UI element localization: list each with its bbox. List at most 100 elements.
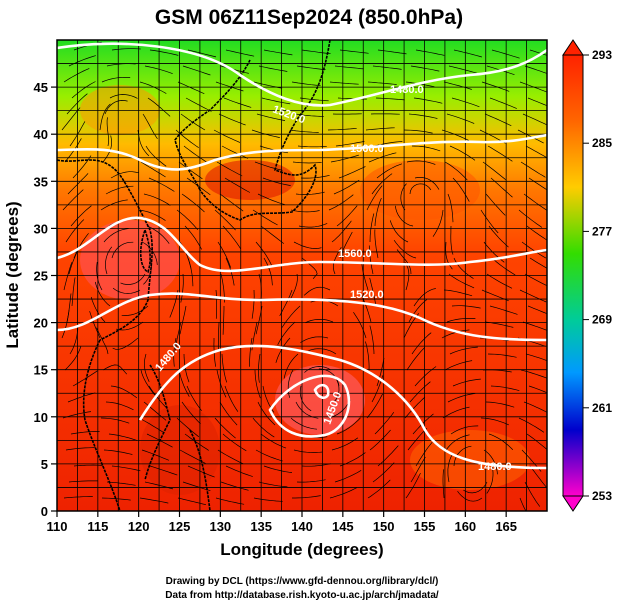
- streamline: [70, 205, 92, 227]
- streamline: [377, 445, 399, 467]
- streamline: [524, 273, 547, 287]
- streamline: [328, 194, 354, 211]
- streamline: [90, 296, 106, 323]
- streamline: [103, 449, 133, 455]
- streamline: [522, 321, 547, 331]
- streamline: [73, 464, 103, 467]
- streamline: [144, 353, 150, 382]
- streamline: [414, 366, 437, 387]
- streamline: [444, 161, 468, 181]
- streamline: [182, 65, 211, 76]
- streamline: [141, 449, 170, 461]
- streamline: [258, 481, 288, 488]
- streamline: [110, 171, 139, 179]
- streamline: [443, 289, 473, 297]
- streamline: [298, 223, 328, 228]
- streamline: [102, 364, 128, 375]
- streamline: [333, 375, 340, 403]
- streamline: [453, 445, 472, 467]
- streamline: [147, 97, 171, 117]
- streamline: [374, 411, 395, 435]
- streamline: [484, 113, 512, 127]
- streamline: [405, 472, 421, 499]
- streamline: [63, 68, 90, 83]
- x-tick-label: 160: [454, 519, 476, 534]
- streamline: [334, 65, 364, 70]
- streamline: [149, 465, 178, 476]
- streamline: [377, 49, 407, 55]
- streamline: [448, 273, 475, 289]
- x-tick-label: 115: [87, 519, 108, 534]
- streamline: [290, 417, 318, 430]
- streamline: [187, 465, 215, 478]
- streamline: [449, 346, 478, 355]
- streamline: [257, 401, 276, 426]
- streamline: [137, 129, 150, 157]
- streamline: [331, 437, 359, 451]
- streamline: [277, 321, 296, 345]
- streamline: [184, 225, 202, 250]
- streamline: [295, 191, 325, 195]
- streamline: [371, 173, 393, 195]
- streamline: [486, 273, 513, 289]
- y-axis: 0 5 10 15 20 25 30 35 40 45: [34, 80, 57, 519]
- streamline: [520, 369, 547, 379]
- streamline: [72, 155, 92, 179]
- y-tick-label: 25: [34, 269, 48, 284]
- streamline: [148, 177, 175, 192]
- streamline: [255, 449, 283, 462]
- streamline: [491, 49, 520, 59]
- streamline: [249, 337, 253, 367]
- streamline: [410, 456, 426, 483]
- streamline: [67, 392, 96, 403]
- streamline: [255, 305, 263, 335]
- streamline: [72, 370, 98, 387]
- streamline: [338, 166, 366, 179]
- streamline: [445, 434, 470, 451]
- coastlines: [57, 40, 331, 511]
- streamline: [101, 497, 131, 501]
- streamline: [219, 193, 244, 212]
- streamline: [104, 100, 128, 115]
- streamline: [522, 113, 547, 126]
- x-tick-label: 150: [373, 519, 395, 534]
- streamline: [336, 205, 358, 227]
- streamline: [529, 465, 547, 489]
- streamline: [225, 49, 255, 57]
- streamline: [463, 481, 488, 494]
- streamline: [524, 65, 547, 74]
- streamline: [329, 487, 357, 499]
- colorbar-tick-label: 293: [592, 48, 612, 62]
- streamline: [183, 145, 208, 163]
- streamline: [292, 161, 322, 164]
- streamline: [178, 369, 190, 397]
- streamline: [406, 160, 436, 165]
- credit-data: Data from http://database.rish.kyoto-u.a…: [165, 590, 439, 601]
- streamline: [214, 417, 236, 439]
- streamline: [224, 385, 239, 412]
- streamline: [452, 378, 481, 387]
- streamline: [486, 465, 494, 494]
- streamline: [449, 145, 476, 161]
- streamline: [109, 94, 138, 99]
- streamline: [409, 381, 431, 403]
- streamline: [221, 353, 228, 383]
- x-axis: 110 115 120 125 130 135 140 145 150 155 160 165: [47, 511, 517, 534]
- streamline: [111, 465, 141, 472]
- streamline: [299, 97, 329, 102]
- streamline: [414, 177, 440, 190]
- streamline: [68, 480, 98, 483]
- streamline: [480, 417, 509, 426]
- streamline: [100, 199, 128, 211]
- streamline: [408, 113, 438, 119]
- streamline: [482, 369, 512, 373]
- y-tick-label: 10: [34, 410, 48, 425]
- y-tick-label: 40: [34, 127, 48, 142]
- streamline: [222, 225, 241, 249]
- streamline: [67, 173, 89, 195]
- streamline: [258, 273, 262, 303]
- streamline: [105, 185, 134, 195]
- streamline: [519, 497, 527, 511]
- streamline: [374, 197, 382, 227]
